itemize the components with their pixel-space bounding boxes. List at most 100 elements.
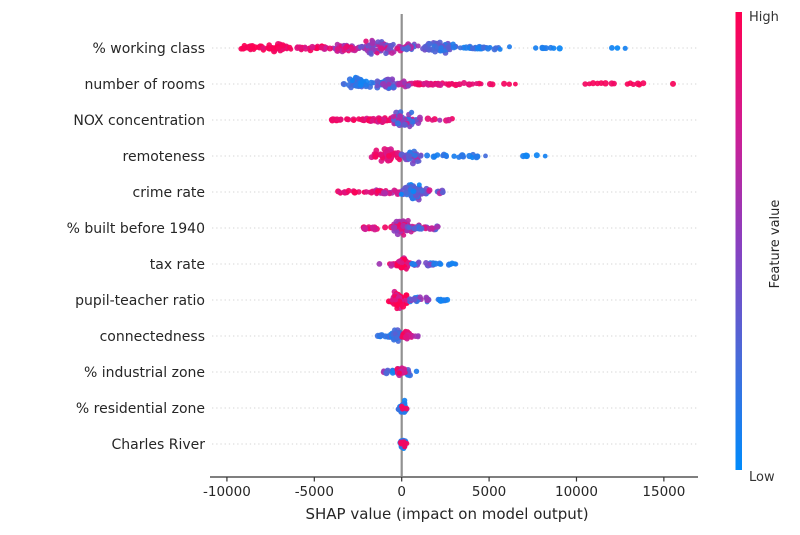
data-point	[380, 119, 386, 125]
data-point	[396, 370, 402, 376]
data-point	[397, 439, 404, 446]
data-point	[389, 297, 395, 303]
feature-label-connectedness: connectedness	[100, 329, 205, 345]
data-point	[484, 45, 492, 52]
data-point	[582, 81, 588, 87]
feature-row-points	[385, 288, 451, 312]
data-point	[435, 224, 441, 230]
data-point	[417, 294, 423, 301]
data-point	[340, 81, 346, 87]
data-point	[539, 45, 546, 52]
data-point	[275, 46, 282, 52]
feature-label-working-class: % working class	[93, 41, 206, 57]
data-point	[474, 45, 481, 52]
data-point	[609, 45, 615, 51]
data-point	[423, 260, 429, 266]
data-point	[614, 45, 621, 51]
data-point	[429, 81, 435, 87]
data-point	[326, 45, 333, 52]
data-point	[393, 302, 400, 309]
feature-row-points	[374, 327, 421, 344]
data-point	[445, 44, 452, 51]
data-point	[437, 297, 445, 304]
x-axis-tick-label: -10000	[203, 484, 251, 500]
data-point	[497, 46, 503, 52]
data-point	[363, 82, 369, 88]
data-point	[389, 369, 396, 376]
data-point	[372, 154, 379, 160]
data-point	[451, 153, 457, 159]
x-axis-layer: -10000 -5000 0 5000 10000 15000	[203, 476, 698, 500]
data-point	[424, 152, 431, 159]
data-point	[265, 45, 272, 51]
data-point	[399, 260, 405, 266]
feature-row-points	[340, 74, 676, 92]
data-point	[636, 82, 643, 88]
data-point	[397, 113, 403, 120]
data-point	[622, 45, 628, 51]
data-point	[425, 80, 431, 86]
data-point	[416, 182, 422, 188]
data-point	[342, 45, 349, 51]
data-point	[487, 81, 494, 88]
data-point	[419, 188, 425, 194]
data-point	[375, 188, 381, 194]
data-point	[362, 226, 369, 233]
data-point	[386, 81, 392, 87]
data-point	[363, 189, 370, 195]
x-axis-tick-label: 15000	[642, 484, 685, 500]
x-axis-tick-label: 10000	[555, 484, 598, 500]
data-point	[344, 116, 350, 122]
data-point	[400, 368, 407, 376]
data-point	[404, 266, 409, 272]
data-point	[446, 81, 452, 87]
data-point	[440, 153, 446, 159]
data-point	[428, 225, 434, 231]
feature-label-charles-river: Charles River	[111, 437, 205, 453]
feature-label-industrial-zone: % industrial zone	[84, 365, 205, 381]
data-point	[389, 50, 395, 56]
colorbar-title: Feature value	[768, 200, 783, 289]
data-point	[403, 189, 409, 196]
data-point	[385, 76, 391, 83]
data-point	[445, 116, 452, 124]
data-point	[382, 224, 389, 231]
data-point	[371, 226, 378, 233]
data-point	[404, 45, 411, 52]
data-point	[507, 44, 512, 50]
data-point	[309, 43, 316, 51]
data-point	[474, 81, 479, 87]
data-point	[590, 80, 597, 87]
data-point	[421, 81, 427, 86]
data-point	[403, 292, 410, 299]
data-point	[403, 405, 410, 412]
data-point	[426, 47, 432, 53]
data-point	[407, 296, 413, 302]
data-point	[388, 261, 394, 267]
data-point	[405, 83, 411, 89]
data-point	[279, 42, 286, 49]
data-point	[402, 80, 407, 86]
data-point	[377, 151, 384, 158]
data-point	[434, 80, 441, 87]
data-point	[438, 45, 444, 51]
data-point	[415, 159, 420, 165]
data-point	[450, 44, 457, 51]
data-point	[349, 46, 355, 52]
data-point	[383, 50, 389, 57]
data-point	[380, 81, 387, 88]
data-point	[261, 45, 267, 51]
data-point	[611, 80, 617, 87]
data-point	[349, 78, 355, 84]
beeswarm-points-layer	[238, 37, 676, 451]
data-point	[409, 109, 415, 115]
feature-label-remoteness: remoteness	[123, 149, 205, 165]
colorbar-low-label: Low	[749, 470, 775, 485]
data-point	[426, 187, 433, 194]
feature-row-points	[360, 217, 441, 238]
data-point	[455, 82, 461, 87]
data-point	[413, 368, 420, 374]
feature-label-number-of-rooms: number of rooms	[84, 77, 205, 93]
data-point	[242, 45, 248, 51]
